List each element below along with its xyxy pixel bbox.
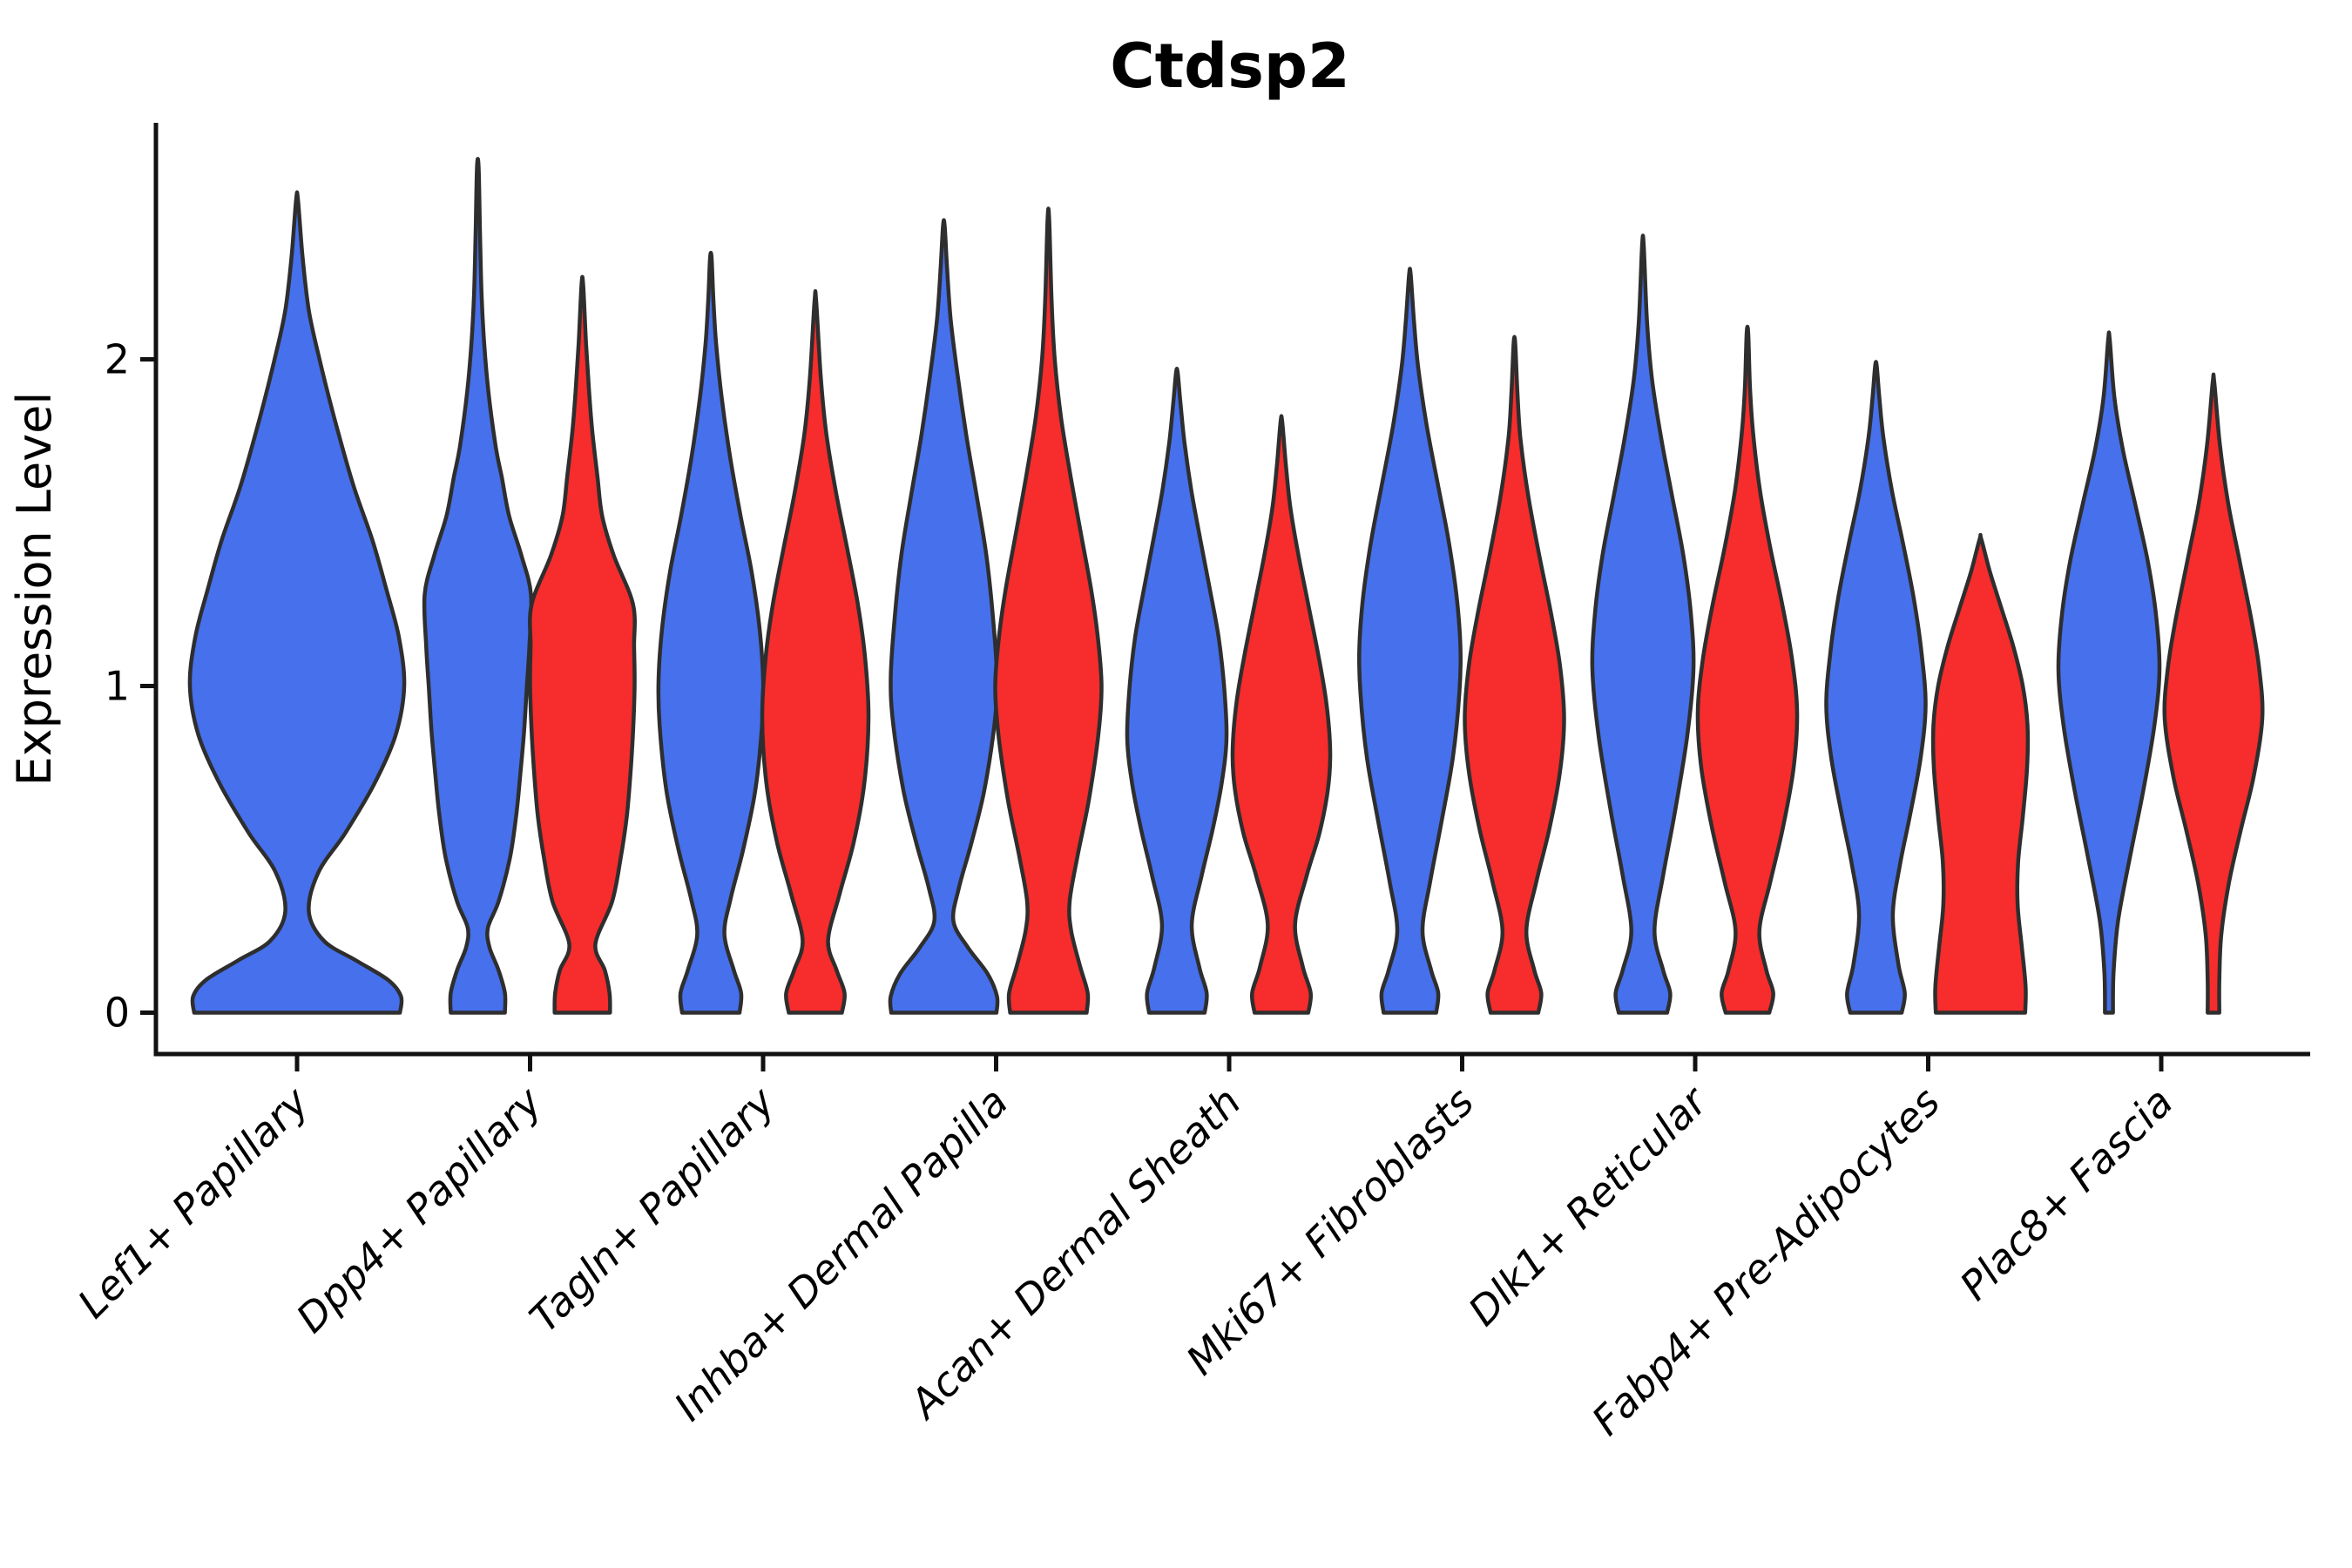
violin-dpp4-blue xyxy=(422,157,534,1015)
x-tick-label: Plac8+ Fascia xyxy=(1950,1078,2181,1309)
violin-tagln-red xyxy=(760,288,871,1015)
violin-tagln-blue xyxy=(656,250,766,1015)
violin-acan-red xyxy=(1230,414,1333,1015)
violin-mki67-red xyxy=(1463,335,1566,1015)
y-axis-label: Expression Level xyxy=(7,392,62,787)
x-tick-label: Dpp4+ Papillary xyxy=(287,1078,551,1342)
violin-dlk1-blue xyxy=(1590,233,1696,1015)
x-tick-label: Lef1+ Papillary xyxy=(69,1078,318,1327)
y-tick-label: 1 xyxy=(105,663,130,710)
chart-title: Ctdsp2 xyxy=(1110,30,1349,102)
violin-fabp4-blue xyxy=(1824,360,1928,1015)
violin-acan-blue xyxy=(1125,367,1229,1015)
violin-lef1-blue xyxy=(187,190,407,1015)
violin-plac8-red xyxy=(2162,372,2265,1015)
y-tick-label: 2 xyxy=(105,336,130,383)
violin-mki67-blue xyxy=(1356,267,1463,1015)
x-tick-label: Dlk1+ Reticular xyxy=(1459,1076,1718,1335)
violin-inhba-red xyxy=(993,206,1104,1015)
y-tick-label: 0 xyxy=(105,990,130,1037)
violin-inhba-blue xyxy=(888,218,1000,1015)
x-tick-label: Tagln+ Papillary xyxy=(520,1078,784,1342)
violin-plac8-blue xyxy=(2056,330,2162,1015)
violin-dlk1-red xyxy=(1695,324,1800,1015)
violins-layer xyxy=(187,157,2265,1015)
violin-dpp4-red xyxy=(528,274,637,1015)
violin-fabp4-red xyxy=(1930,532,2031,1015)
